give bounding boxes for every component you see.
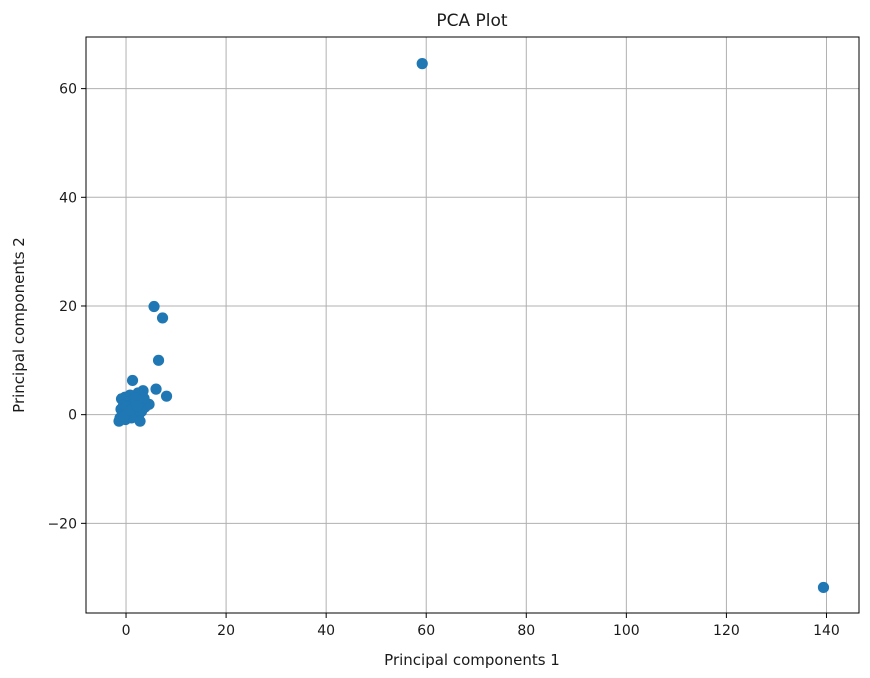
y-tick-label: 20 [59,299,77,315]
chart-title: PCA Plot [436,11,508,31]
data-point [160,390,173,402]
plot-area-frame [85,36,860,614]
y-tick-label: −20 [47,516,77,532]
grid [86,37,859,613]
data-point [126,374,139,387]
x-tick-label: 40 [317,623,335,639]
x-tick-label: 60 [417,623,435,639]
data-points [113,58,830,594]
data-point [150,383,162,395]
x-tick-label: 20 [217,623,235,639]
y-tick-label: 60 [59,82,77,98]
data-point [416,58,428,70]
data-point [152,354,165,366]
data-point [131,400,143,412]
axis-ticks: 0 20 40 60 80 100 120 140 −20 0 20 40 60 [47,82,839,639]
data-point [138,392,150,404]
data-point [134,415,146,427]
x-tick-label: 140 [813,623,840,639]
data-point [148,300,160,313]
x-axis-label: Principal components 1 [384,651,560,669]
x-tick-label: 100 [613,623,640,639]
data-point [156,312,169,324]
x-tick-label: 80 [517,623,535,639]
y-axis-label: Principal components 2 [10,237,28,413]
x-tick-label: 120 [713,623,740,639]
y-tick-label: 0 [68,408,77,424]
data-point [817,581,830,594]
y-tick-label: 40 [59,190,77,206]
x-tick-label: 0 [122,623,131,639]
